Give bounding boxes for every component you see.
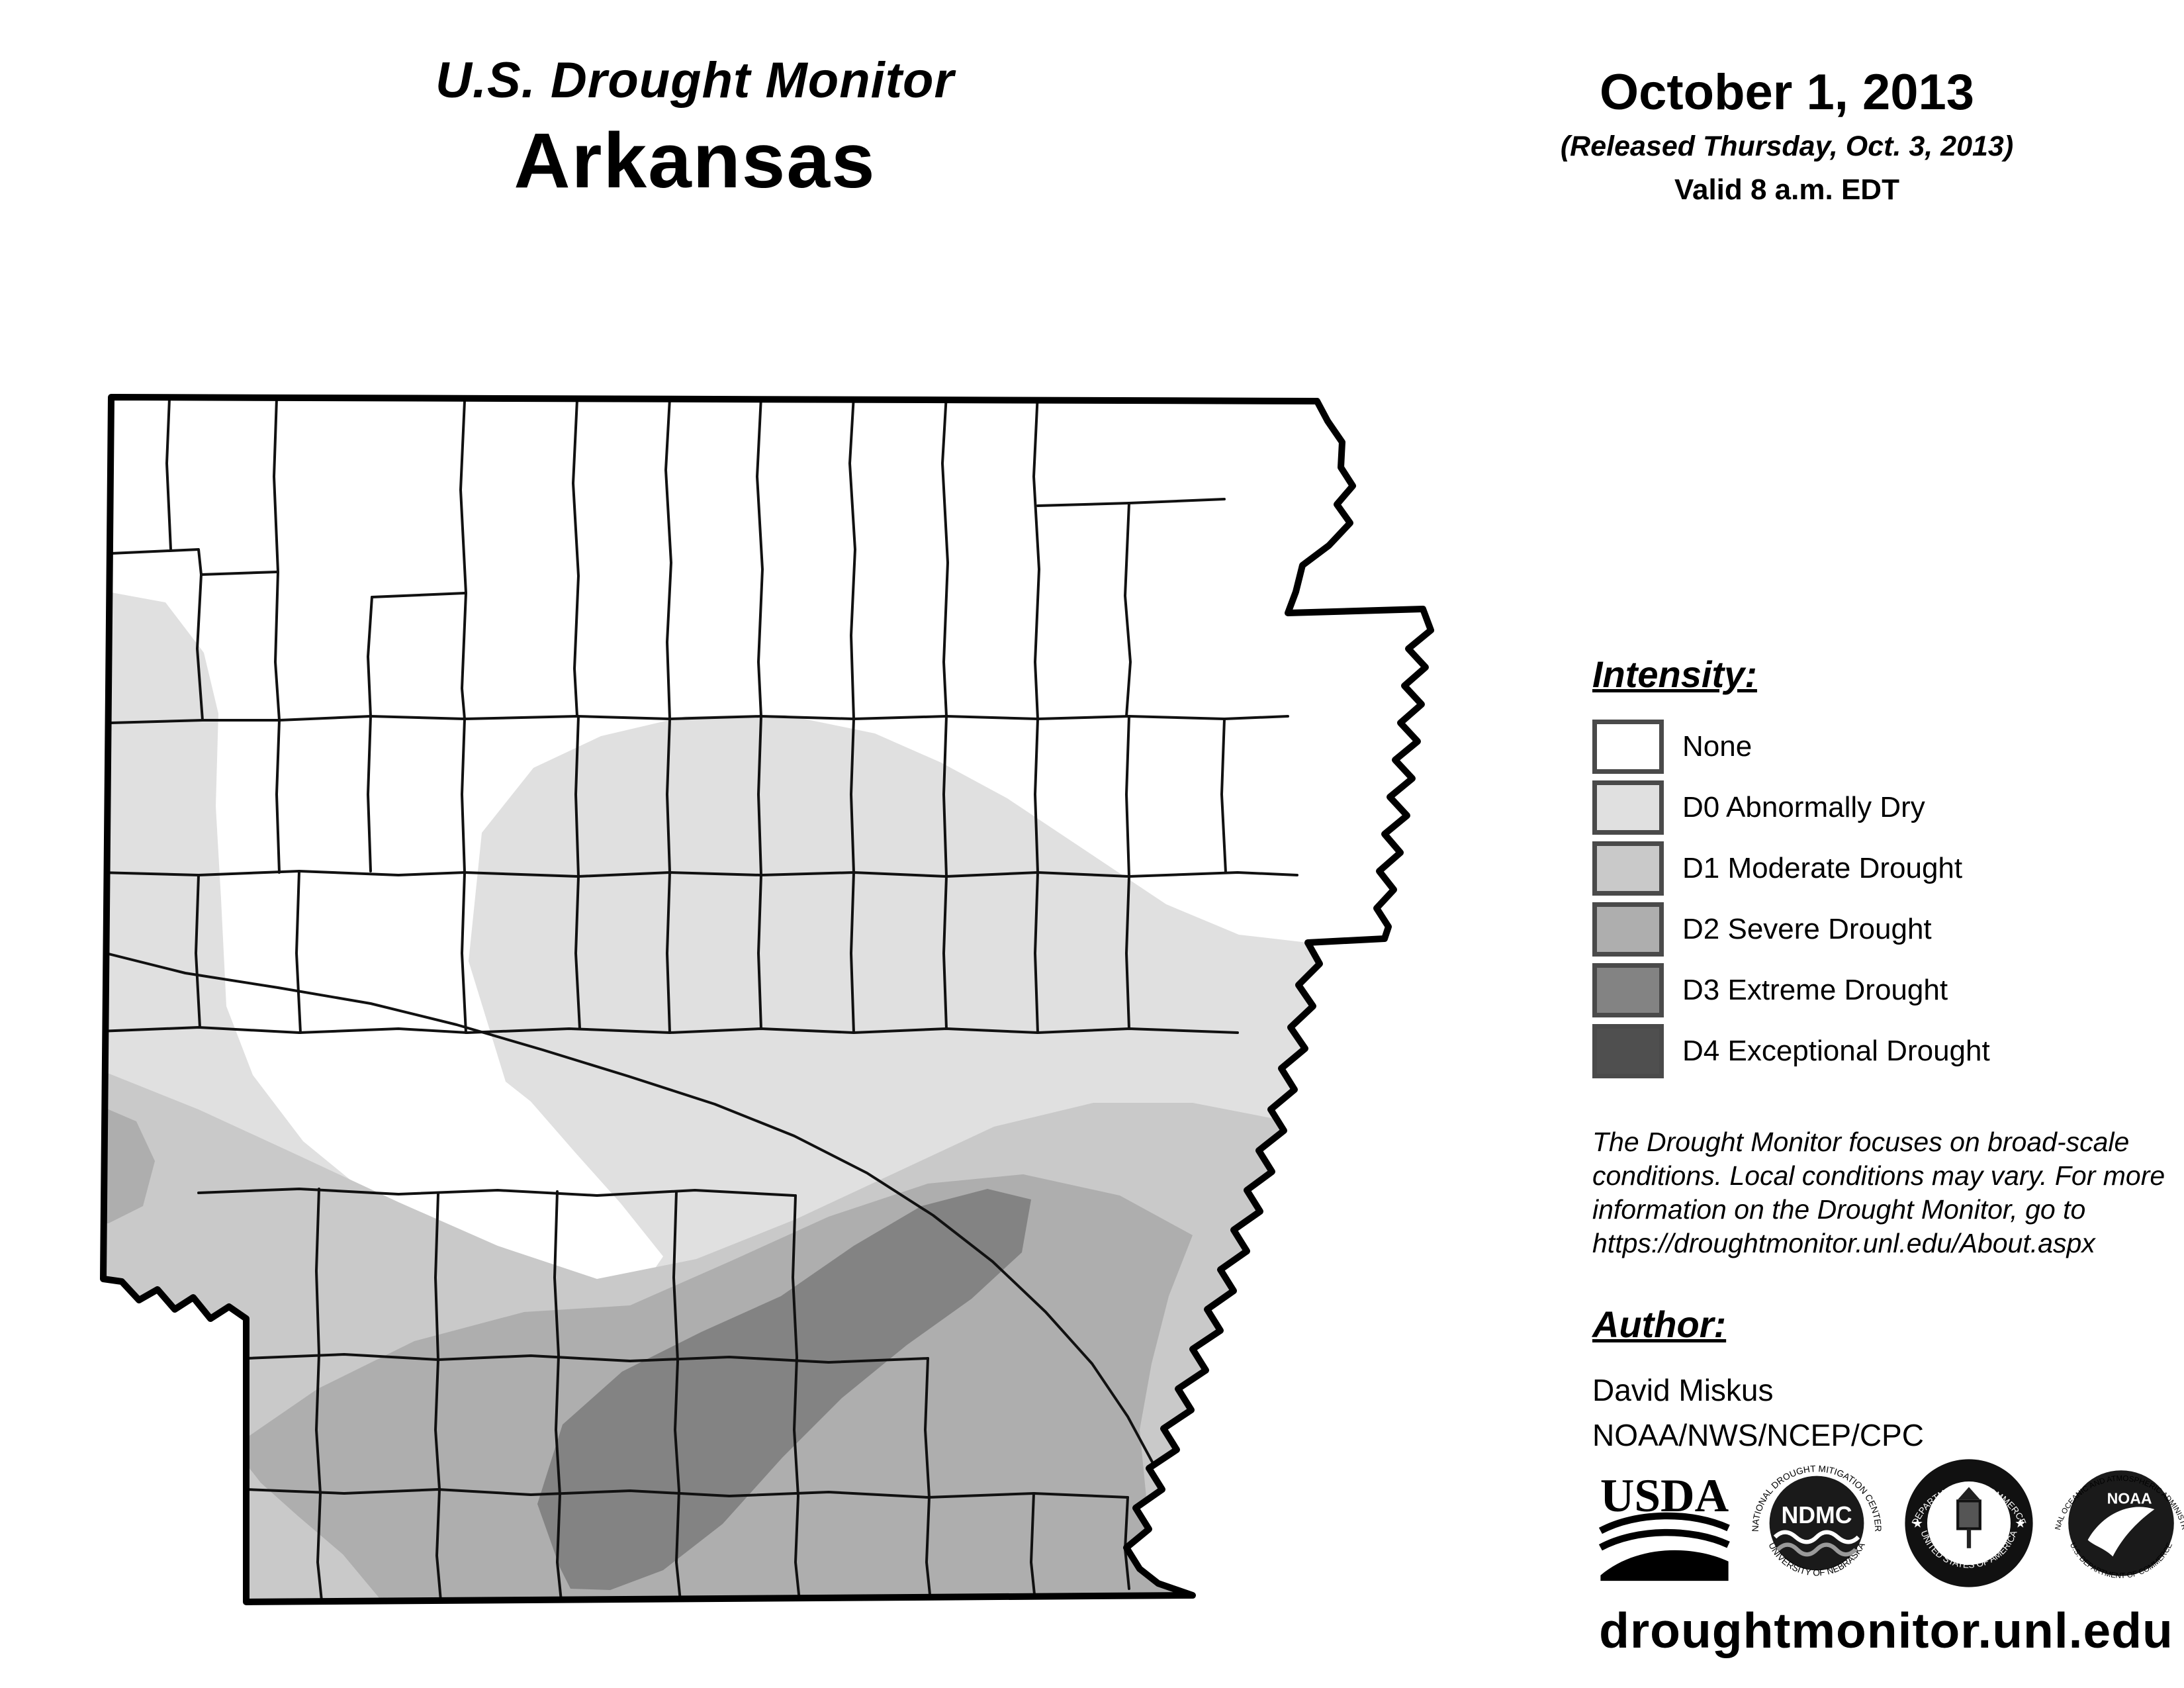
doc-eagle bbox=[1958, 1487, 1980, 1500]
legend-label: D4 Exceptional Drought bbox=[1682, 1035, 1990, 1067]
site-url: droughtmonitor.unl.edu bbox=[1599, 1603, 2173, 1658]
page-title: U.S. Drought Monitor bbox=[435, 52, 955, 109]
swatch-d0 bbox=[1592, 780, 1664, 835]
legend-row-d4: D4 Exceptional Drought bbox=[1592, 1024, 1990, 1078]
county-boundaries bbox=[103, 397, 1298, 1602]
swatch-d1 bbox=[1592, 841, 1664, 896]
swatch-none bbox=[1592, 720, 1664, 774]
legend-row-d1: D1 Moderate Drought bbox=[1592, 841, 1990, 896]
doc-star-left: ★ bbox=[1912, 1517, 1923, 1530]
map-date: October 1, 2013 bbox=[1599, 64, 1975, 120]
ndmc-wave2 bbox=[1776, 1542, 1858, 1557]
legend-row-d0: D0 Abnormally Dry bbox=[1592, 780, 1990, 835]
swatch-d4 bbox=[1592, 1024, 1664, 1078]
state-title: Arkansas bbox=[514, 117, 876, 205]
author-block: Author: David Miskus NOAA/NWS/NCEP/CPC bbox=[1592, 1303, 1924, 1453]
region-d3 bbox=[537, 1189, 1031, 1590]
ndmc-center-text: NDMC bbox=[1781, 1502, 1852, 1528]
release-date: (Released Thursday, Oct. 3, 2013) bbox=[1560, 130, 2014, 162]
noaa-logo: NATIONAL OCEANIC AND ATMOSPHERIC ADMINIS… bbox=[2052, 1454, 2184, 1580]
ndmc-logo: NATIONAL DROUGHT MITIGATION CENTER UNIVE… bbox=[1751, 1464, 1884, 1577]
noaa-seagull bbox=[2087, 1507, 2155, 1557]
author-heading: Author: bbox=[1592, 1303, 1727, 1345]
legend-label: D1 Moderate Drought bbox=[1682, 852, 1963, 884]
legend-row-d3: D3 Extreme Drought bbox=[1592, 963, 1990, 1017]
author-name: David Miskus bbox=[1592, 1373, 1774, 1407]
ndmc-wave bbox=[1773, 1530, 1860, 1544]
agency-logos: USDA NATIONAL DROUGHT MITIGATION CENTER … bbox=[1595, 1454, 2184, 1593]
doc-star-right: ★ bbox=[2015, 1517, 2026, 1530]
legend-label: D3 Extreme Drought bbox=[1682, 974, 1948, 1006]
disclaimer-text: The Drought Monitor focuses on broad-sca… bbox=[1592, 1127, 2165, 1258]
intensity-legend: Intensity: None D0 Abnormally Dry D1 Mod… bbox=[1592, 653, 1990, 1085]
legend-label: D2 Severe Drought bbox=[1682, 913, 1932, 945]
swatch-d3 bbox=[1592, 963, 1664, 1017]
usda-logo: USDA bbox=[1598, 1470, 1730, 1581]
noaa-center-text: NOAA bbox=[2107, 1490, 2152, 1507]
date-block: October 1, 2013 (Released Thursday, Oct.… bbox=[1489, 64, 2085, 207]
legend-row-d2: D2 Severe Drought bbox=[1592, 902, 1990, 957]
doc-logo: DEPARTMENT OF COMMERCE UNITED STATES OF … bbox=[1905, 1459, 2033, 1587]
legend-heading: Intensity: bbox=[1592, 653, 1757, 695]
legend-label: D0 Abnormally Dry bbox=[1682, 791, 1925, 823]
valid-time: Valid 8 a.m. EDT bbox=[1674, 173, 1899, 206]
swatch-d2 bbox=[1592, 902, 1664, 957]
usda-swoosh-line bbox=[1598, 1512, 1730, 1534]
region-d2-west bbox=[103, 1105, 155, 1223]
doc-shield bbox=[1956, 1499, 1981, 1530]
usda-swoosh-line2 bbox=[1598, 1528, 1730, 1551]
legend-row-none: None bbox=[1592, 720, 1990, 774]
title-block: U.S. Drought Monitor Arkansas bbox=[371, 52, 1019, 206]
author-org: NOAA/NWS/NCEP/CPC bbox=[1592, 1418, 1924, 1452]
legend-label: None bbox=[1682, 730, 1752, 763]
usda-field-shape bbox=[1600, 1550, 1729, 1581]
state-outline bbox=[100, 394, 1434, 1605]
